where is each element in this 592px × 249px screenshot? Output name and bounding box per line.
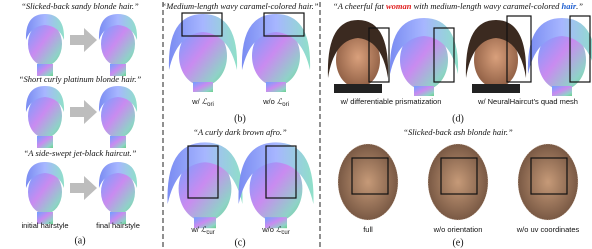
hair-render [390, 18, 458, 96]
hair-render [26, 86, 64, 148]
prompt: “A side-swept jet-black haircut.” [24, 148, 137, 158]
label: w/o orientation [433, 225, 483, 234]
photo-render [465, 15, 527, 93]
hair-render [99, 14, 137, 76]
photo-render [327, 15, 389, 93]
panel-tag: (b) [234, 113, 246, 124]
label: w/o ℒori [262, 97, 289, 108]
label: final hairstyle [96, 221, 140, 230]
hair-render [518, 144, 578, 220]
label: w/ NeuralHaircut’s quad mesh [477, 97, 578, 106]
hair-render [428, 144, 488, 220]
label: full [363, 225, 373, 234]
hair-render [26, 162, 64, 224]
hair-render [242, 14, 310, 92]
prompt: “Medium-length wavy caramel-colored hair… [162, 1, 319, 11]
panel-tag: (e) [452, 237, 463, 248]
label: w/o uv coordinates [516, 225, 580, 234]
prompt: “A curly dark brown afro.” [193, 127, 287, 137]
label: w/ differentiable prismatization [340, 97, 442, 106]
prompt: “Short curly platinum blonde hair.” [19, 74, 142, 84]
panel-tag: (d) [452, 113, 464, 124]
figure: “Slicked-back sandy blonde hair.” “Short… [0, 0, 592, 249]
hair-render [169, 14, 237, 92]
panel-tag: (a) [74, 235, 85, 246]
hair-render [99, 162, 137, 224]
panel-tag: (c) [234, 237, 245, 248]
prompt: “Slicked-back sandy blonde hair.” [21, 1, 139, 11]
hair-render [238, 142, 313, 228]
hair-render [99, 86, 137, 148]
prompt: “Slicked-back ash blonde hair.” [403, 127, 513, 137]
label: initial hairstyle [21, 221, 68, 230]
prompt: “A cheerful fat woman with medium-length… [333, 1, 583, 11]
hair-render [26, 14, 64, 76]
label: w/ ℒori [191, 97, 214, 108]
hair-render [528, 18, 592, 96]
arrows [70, 28, 97, 200]
hair-render [167, 142, 242, 228]
hair-render [338, 144, 398, 220]
